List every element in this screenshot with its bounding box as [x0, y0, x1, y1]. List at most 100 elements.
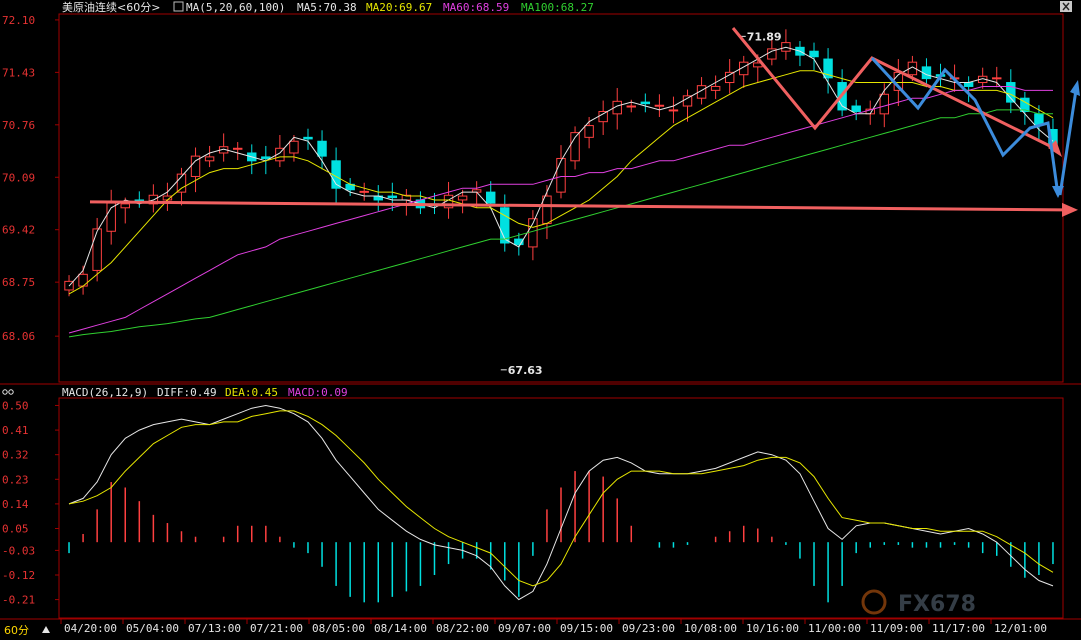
annotation-low-label: 67.63 — [508, 364, 543, 377]
candle-body — [739, 61, 749, 76]
ma-line-ma5 — [68, 46, 1054, 287]
x-tick-label: 08/22:00 — [436, 622, 489, 635]
price-y-axis: 72.10 71.43 70.76 70.09 69.42 68.75 68.06 — [2, 14, 59, 343]
x-tick-label: 11/17:00 — [932, 622, 985, 635]
x-tick-label: 08/14:00 — [374, 622, 427, 635]
candle-body — [92, 228, 102, 271]
candle-body — [359, 190, 369, 193]
x-tick-label: 10/08:00 — [684, 622, 737, 635]
candle-body — [654, 104, 665, 107]
macd-title: MACD(26,12,9) — [62, 386, 148, 399]
legend-ma20: MA20:69.67 — [366, 1, 432, 14]
support-arrowhead-icon — [1062, 202, 1078, 217]
ma-line-ma60 — [68, 86, 1053, 334]
candle-body — [303, 136, 313, 140]
x-tick-label: 08/05:00 — [312, 622, 365, 635]
red-trend-path — [731, 27, 1059, 152]
candle-body — [457, 195, 468, 201]
indicator-toggle-icon[interactable] — [173, 1, 184, 12]
macd-settings-icon[interactable] — [2, 389, 8, 395]
blue-up-arrowhead-icon — [1070, 80, 1080, 96]
price-y-tick-label: 72.10 — [2, 14, 35, 27]
candle-body — [387, 195, 398, 199]
price-y-tick-label: 68.06 — [2, 330, 35, 343]
candle-body — [78, 273, 88, 287]
x-tick-label: 04/20:00 — [64, 622, 117, 635]
candle-body — [176, 173, 187, 193]
indicator-title: MA(5,20,60,100) — [186, 1, 285, 14]
candle-body — [668, 109, 679, 112]
macd-histogram — [68, 471, 1054, 603]
candle-body — [204, 156, 215, 162]
legend-ma100: MA100:68.27 — [521, 1, 594, 14]
x-axis: 04/20:00 05/04:00 07/13:00 07/21:00 08/05:00… — [60, 619, 1047, 635]
macd-dea-line — [68, 410, 1054, 587]
candle-body — [486, 191, 496, 204]
price-y-tick-label: 69.42 — [2, 224, 35, 237]
candle-body — [696, 85, 707, 99]
candle-body — [1006, 82, 1016, 103]
candle-body — [584, 125, 594, 138]
blue-trend-path — [870, 56, 1060, 196]
blue-up-arrow — [1058, 89, 1078, 196]
macd-y-tick-label: -0.12 — [2, 569, 35, 582]
price-y-tick-label: 70.09 — [2, 171, 35, 184]
candle-body — [570, 132, 580, 162]
close-icon[interactable] — [1060, 1, 1072, 12]
candle-body — [317, 140, 327, 157]
macd-panel-frame — [58, 397, 1064, 619]
x-tick-label: 09/23:00 — [622, 622, 675, 635]
macd-y-tick-label: 0.41 — [2, 424, 29, 437]
candle-body — [710, 85, 721, 91]
x-tick-label: 09/15:00 — [560, 622, 613, 635]
x-tick-label: 12/01:00 — [994, 622, 1047, 635]
candle-body — [809, 50, 819, 58]
candle-body — [640, 101, 651, 105]
macd-y-tick-label: 0.05 — [2, 523, 29, 536]
macd-y-axis: 0.50 0.41 0.32 0.23 0.14 0.05 -0.03 -0.12 -0.21 — [2, 399, 59, 607]
watermark: FX678 — [861, 589, 976, 617]
x-tick-label: 07/13:00 — [188, 622, 241, 635]
ma-line-ma20 — [68, 70, 1054, 295]
candle-body — [724, 71, 735, 84]
macd-y-tick-label: -0.21 — [2, 594, 35, 607]
macd-y-tick-label: 0.14 — [2, 498, 29, 511]
macd-y-tick-label: 0.50 — [2, 399, 29, 412]
macd-y-tick-label: 0.32 — [2, 449, 29, 462]
legend-dea: DEA:0.45 — [225, 386, 278, 399]
price-y-tick-label: 71.43 — [2, 66, 35, 79]
legend-macd: MACD:0.09 — [288, 386, 348, 399]
trend-drawings — [89, 27, 1080, 217]
candle-body — [120, 203, 130, 209]
legend-ma60: MA60:68.59 — [443, 1, 509, 14]
annotation-high-label: 71.89 — [747, 30, 782, 43]
x-tick-label: 07/21:00 — [250, 622, 303, 635]
macd-settings-icon-2[interactable] — [8, 389, 14, 395]
price-annotations: 71.89 67.63 — [500, 30, 782, 377]
x-tick-label: 09/07:00 — [498, 622, 551, 635]
candle-body — [907, 61, 918, 76]
chart-title: 美原油连续<60分> — [62, 0, 160, 14]
macd-y-tick-label: -0.03 — [2, 544, 35, 557]
candle-body — [612, 100, 622, 115]
candle-body — [851, 105, 861, 113]
x-tick-label: 11/00:00 — [808, 622, 861, 635]
candle-body — [275, 147, 285, 162]
price-y-tick-label: 70.76 — [2, 119, 35, 132]
candle-body — [289, 140, 299, 154]
candle-body — [261, 156, 271, 159]
period-label[interactable]: 60分 — [4, 624, 29, 637]
watermark-logo-icon — [861, 589, 887, 615]
candle-body — [190, 155, 201, 177]
macd-lines — [68, 404, 1054, 601]
candle-body — [232, 147, 243, 150]
period-dropdown-icon[interactable] — [42, 626, 50, 633]
candle-body — [556, 157, 566, 193]
candle-body — [963, 82, 974, 87]
price-y-tick-label: 68.75 — [2, 276, 35, 289]
candle-body — [879, 93, 890, 115]
candle-body — [682, 95, 693, 107]
candle-body — [823, 58, 833, 79]
candle-body — [500, 207, 510, 244]
support-line — [89, 200, 1063, 212]
